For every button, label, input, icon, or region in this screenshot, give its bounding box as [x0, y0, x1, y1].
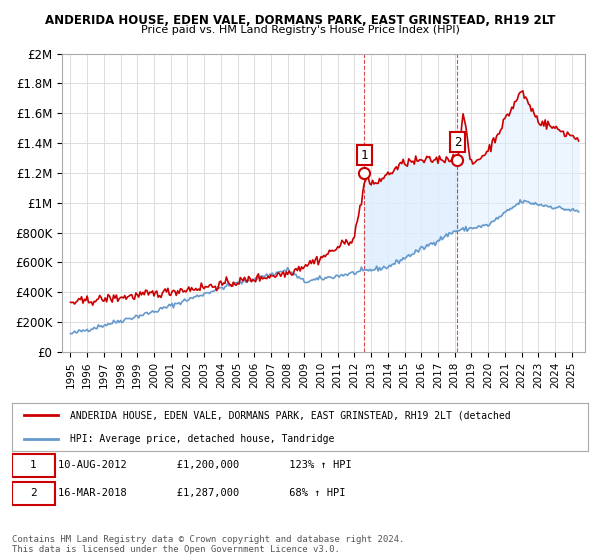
- Text: 16-MAR-2018        £1,287,000        68% ↑ HPI: 16-MAR-2018 £1,287,000 68% ↑ HPI: [58, 488, 346, 498]
- Text: Contains HM Land Registry data © Crown copyright and database right 2024.
This d: Contains HM Land Registry data © Crown c…: [12, 535, 404, 554]
- Text: ANDERIDA HOUSE, EDEN VALE, DORMANS PARK, EAST GRINSTEAD, RH19 2LT: ANDERIDA HOUSE, EDEN VALE, DORMANS PARK,…: [45, 14, 555, 27]
- Text: ANDERIDA HOUSE, EDEN VALE, DORMANS PARK, EAST GRINSTEAD, RH19 2LT (detached: ANDERIDA HOUSE, EDEN VALE, DORMANS PARK,…: [70, 410, 510, 420]
- Text: Price paid vs. HM Land Registry's House Price Index (HPI): Price paid vs. HM Land Registry's House …: [140, 25, 460, 35]
- Text: 2: 2: [30, 488, 37, 498]
- Text: 2: 2: [454, 136, 461, 148]
- Text: 10-AUG-2012        £1,200,000        123% ↑ HPI: 10-AUG-2012 £1,200,000 123% ↑ HPI: [58, 460, 352, 470]
- FancyBboxPatch shape: [12, 454, 55, 477]
- Text: HPI: Average price, detached house, Tandridge: HPI: Average price, detached house, Tand…: [70, 434, 334, 444]
- Text: 1: 1: [30, 460, 37, 470]
- FancyBboxPatch shape: [12, 482, 55, 505]
- Text: 1: 1: [361, 148, 368, 161]
